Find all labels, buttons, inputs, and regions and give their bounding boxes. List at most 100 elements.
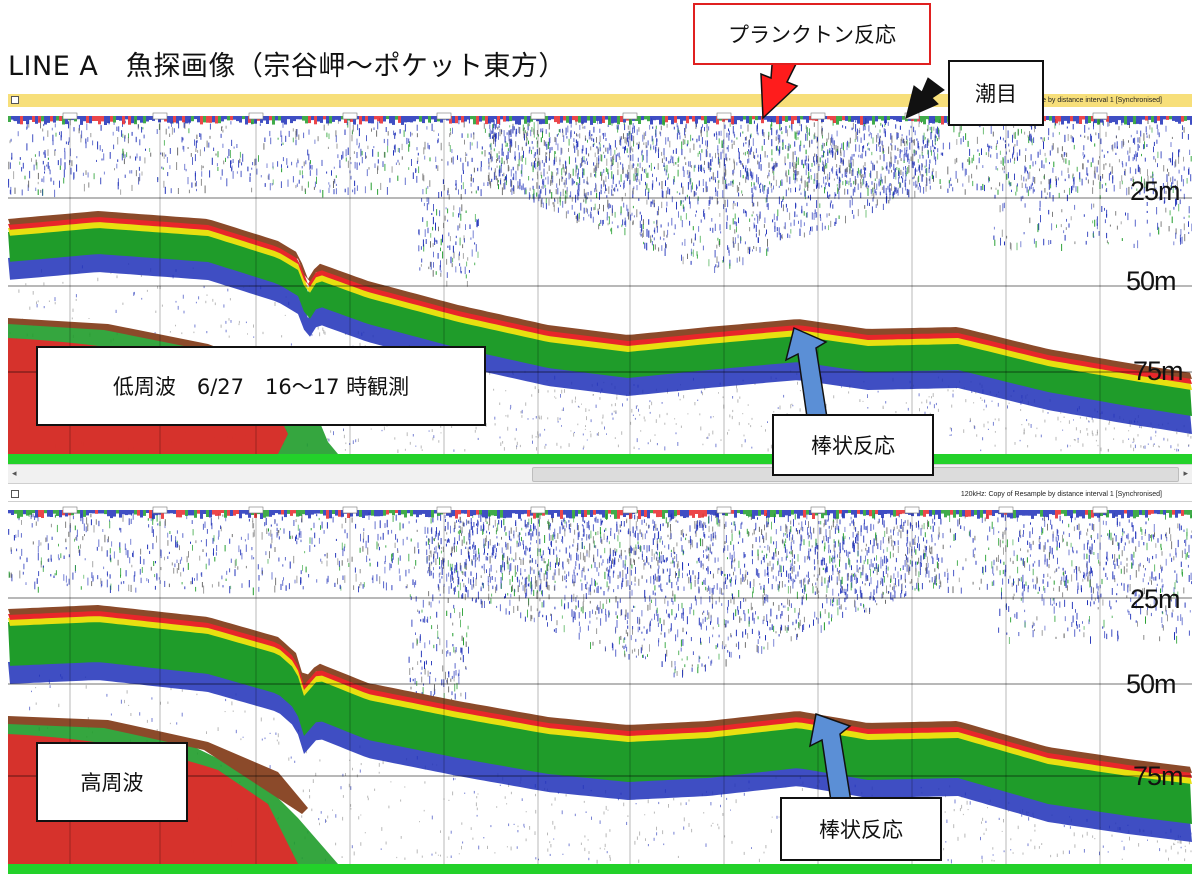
echo-speckle [252,162,254,166]
echo-speckle [398,148,400,153]
scroll-left-icon[interactable]: ◂ [12,469,17,479]
echo-speckle [1163,200,1165,204]
echo-speckle [845,168,847,172]
echo-speckle [936,138,938,142]
echo-speckle [52,140,54,146]
echo-speckle [13,171,15,180]
echo-speckle [497,126,499,130]
echogram-titlebar[interactable]: 120kHz: Copy of Resample by distance int… [8,488,1192,502]
echo-speckle [630,421,632,425]
scroll-right-icon[interactable]: ▸ [1183,469,1188,479]
echo-speckle [882,124,883,128]
echo-speckle [748,423,750,425]
echo-speckle [499,160,501,163]
echo-speckle [34,154,36,157]
echo-speckle [810,175,812,180]
echo-speckle [831,168,833,172]
echo-speckle [608,585,610,590]
echo-speckle [209,123,211,130]
horizontal-scrollbar[interactable]: ◂ ▸ [8,464,1192,484]
echo-speckle [1005,151,1007,155]
echo-speckle [835,193,837,197]
echo-speckle [1086,428,1088,431]
echo-speckle [579,133,581,139]
echo-speckle [584,193,586,198]
echo-speckle [990,125,992,134]
echo-speckle [741,190,743,194]
echo-speckle [889,162,891,169]
echo-speckle [1010,243,1012,251]
echo-speckle [926,128,928,132]
echo-speckle [333,189,335,195]
echo-speckle [516,445,517,450]
echo-speckle [846,180,848,184]
surface-noise [452,116,455,124]
echo-speckle [903,159,905,163]
echo-speckle [265,517,267,526]
surface-noise [620,116,623,122]
echo-speckle [1002,158,1004,167]
echo-speckle [742,257,744,266]
echo-speckle [32,291,34,295]
surface-noise [1082,116,1085,120]
echo-speckle [1064,134,1066,143]
echo-speckle [422,173,424,181]
echo-speckle [1003,124,1004,130]
echo-speckle [775,130,777,136]
echo-speckle [665,169,667,176]
echo-speckle [573,432,575,437]
echo-speckle [515,172,517,181]
echo-speckle [1014,157,1016,161]
echo-speckle [574,575,576,584]
echo-speckle [639,162,641,169]
echo-speckle [531,394,533,397]
echo-speckle [612,549,614,557]
echo-speckle [281,335,283,338]
echo-speckle [996,152,998,159]
echo-speckle [732,126,734,134]
echo-speckle [495,123,497,128]
echo-speckle [767,238,768,247]
echo-speckle [1020,548,1021,551]
echogram-titlebar[interactable]: 38kHz: Resample by distance interval 1 [… [8,94,1192,107]
echo-speckle [598,142,600,145]
echo-speckle [810,532,812,540]
echo-speckle [124,136,126,142]
echo-speckle [1093,125,1094,130]
echo-speckle [879,146,881,152]
surface-noise [329,116,332,124]
echo-speckle [499,167,501,173]
echo-speckle [827,173,829,182]
echo-speckle [1028,423,1030,426]
echo-speckle [551,179,553,185]
echo-speckle [811,139,813,144]
echo-speckle [757,201,759,207]
echo-speckle [622,403,623,407]
echo-speckle [122,302,124,305]
echo-speckle [539,193,541,199]
echo-speckle [641,154,643,163]
echo-speckle [873,182,875,189]
echo-speckle [1020,196,1022,202]
surface-noise [614,116,617,123]
echo-speckle [47,157,49,160]
echo-speckle [781,127,782,131]
echo-speckle [752,201,754,207]
echo-speckle [236,144,238,148]
echo-speckle [696,123,697,128]
echo-speckle [1020,241,1022,248]
echo-speckle [21,189,23,196]
echo-speckle [823,161,825,166]
surface-noise [887,116,890,121]
surface-noise [1121,116,1124,123]
distance-tick [810,112,826,120]
echo-speckle [664,422,666,425]
surface-noise [65,116,68,125]
echo-speckle [548,123,550,130]
echo-speckle [1049,150,1051,156]
echo-speckle [851,210,853,214]
echo-speckle [347,147,349,155]
echo-speckle [594,188,596,193]
echo-speckle [574,400,576,403]
echo-speckle [1090,162,1092,168]
